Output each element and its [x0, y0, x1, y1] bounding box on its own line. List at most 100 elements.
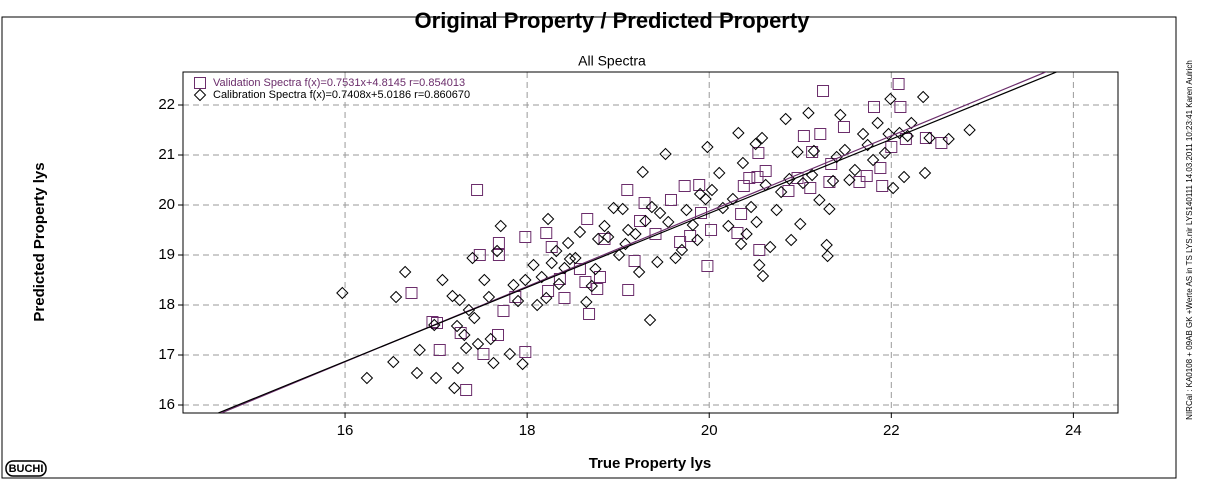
x-tick-label: 22 [883, 422, 900, 439]
diamond-point [905, 116, 918, 130]
diamond-point [450, 319, 464, 333]
diamond-point [387, 355, 400, 369]
square-point [731, 227, 744, 239]
diamond-point [429, 371, 443, 385]
diamond-point [923, 131, 936, 145]
diamond-point [503, 347, 517, 361]
square-point [573, 263, 586, 275]
diamond-point [451, 361, 465, 375]
square-point [837, 121, 850, 133]
square-point [519, 231, 532, 243]
diamond-point [744, 200, 758, 214]
diamond-point [360, 371, 374, 385]
diamond-point [462, 303, 476, 317]
square-point [752, 147, 765, 159]
diamond-point [629, 227, 642, 241]
square-point [492, 237, 505, 249]
diamond-point [527, 258, 540, 272]
diamond-point [645, 200, 659, 214]
diamond-point [826, 174, 840, 188]
diamond-point [659, 147, 672, 161]
square-point [545, 241, 558, 253]
square-point [583, 308, 596, 320]
square-point [473, 249, 486, 261]
diamond-point [830, 150, 843, 164]
diamond-point [540, 291, 553, 305]
diamond-point [834, 108, 847, 122]
diamond-point [886, 181, 900, 195]
chart-subtitle: All Spectra [578, 53, 646, 69]
diamond-point [756, 269, 770, 283]
square-point [823, 176, 836, 188]
square-point [622, 284, 635, 296]
square-point [634, 215, 647, 227]
diamond-point [612, 248, 626, 262]
square-point [782, 185, 795, 197]
y-tick-label: 16 [158, 396, 175, 413]
diamond-point [541, 212, 555, 226]
diamond-point [193, 88, 207, 102]
square-point [460, 384, 473, 396]
diamond-point [861, 138, 874, 152]
square-point [519, 346, 532, 358]
diamond-point [516, 357, 529, 371]
square-point [477, 348, 490, 360]
diamond-point [466, 251, 479, 265]
square-point [426, 316, 439, 328]
square-point [540, 227, 553, 239]
diamond-point [336, 286, 349, 300]
diamond-point [820, 238, 833, 252]
square-point [431, 317, 444, 329]
frame [1, 16, 1177, 479]
diamond-point [722, 219, 735, 233]
square-point [684, 230, 697, 242]
square-point [497, 305, 510, 317]
y-tick-label: 18 [158, 296, 175, 313]
square-point [598, 233, 611, 245]
diamond-point [511, 294, 525, 308]
diamond-point [807, 144, 821, 158]
square-point [825, 158, 838, 170]
diamond-point [802, 106, 815, 120]
diamond-point [550, 244, 563, 258]
diamond-point [884, 92, 897, 106]
diamond-point [750, 215, 763, 229]
diamond-point [821, 249, 834, 263]
y-tick-label: 21 [158, 146, 175, 163]
diamond-point [519, 273, 532, 287]
square-point [591, 283, 604, 295]
x-tick-label: 16 [337, 422, 354, 439]
plot-layer [216, 72, 1059, 413]
logo-frame [5, 460, 47, 477]
diamond-point [963, 123, 976, 137]
square-point [471, 184, 484, 196]
diamond-point [791, 145, 804, 159]
diamond-point [686, 218, 700, 232]
diamond-point [459, 341, 473, 355]
diamond-point [598, 219, 611, 233]
diamond-point [453, 293, 466, 307]
square-point [814, 128, 827, 140]
square-point [664, 194, 677, 206]
diamond-point [871, 116, 884, 130]
diamond-point [507, 278, 520, 292]
square-point [753, 244, 766, 256]
diamond-point [616, 202, 629, 216]
legend-label: Calibration Spectra f(x)=0.7408x+5.0186 … [213, 89, 470, 101]
square-point [649, 228, 662, 240]
square-point [743, 172, 756, 184]
diamond-point [389, 290, 403, 304]
diamond-point [398, 265, 412, 279]
diamond-point [561, 236, 575, 250]
diamond-point [490, 244, 504, 258]
diamond-point [918, 166, 932, 180]
diamond-point [675, 243, 689, 257]
square-point [628, 255, 641, 267]
diamond-point [823, 202, 836, 216]
square-point [806, 146, 819, 158]
diamond-point [736, 156, 750, 170]
diamond-point [699, 192, 712, 206]
diamond-point [705, 183, 719, 197]
square-point [935, 137, 948, 149]
diamond-point [774, 185, 788, 199]
